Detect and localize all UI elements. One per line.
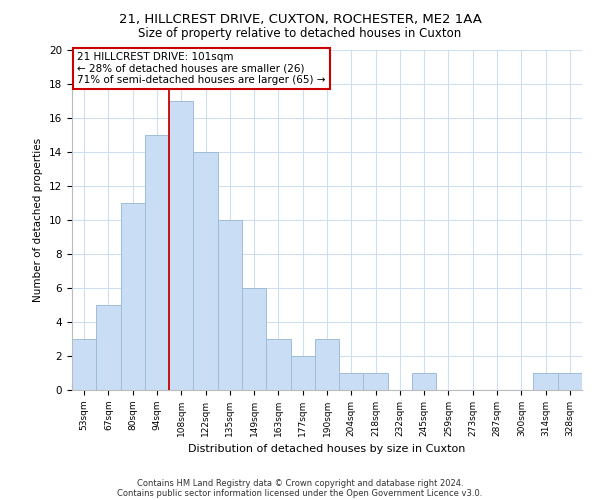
- Bar: [266, 339, 290, 390]
- Bar: [169, 101, 193, 390]
- Bar: [290, 356, 315, 390]
- Text: Contains HM Land Registry data © Crown copyright and database right 2024.: Contains HM Land Registry data © Crown c…: [137, 478, 463, 488]
- Bar: [121, 203, 145, 390]
- Bar: [72, 339, 96, 390]
- Bar: [558, 373, 582, 390]
- Y-axis label: Number of detached properties: Number of detached properties: [34, 138, 43, 302]
- Bar: [218, 220, 242, 390]
- Bar: [145, 135, 169, 390]
- Bar: [412, 373, 436, 390]
- X-axis label: Distribution of detached houses by size in Cuxton: Distribution of detached houses by size …: [188, 444, 466, 454]
- Bar: [533, 373, 558, 390]
- Bar: [193, 152, 218, 390]
- Text: 21, HILLCREST DRIVE, CUXTON, ROCHESTER, ME2 1AA: 21, HILLCREST DRIVE, CUXTON, ROCHESTER, …: [119, 12, 481, 26]
- Text: 21 HILLCREST DRIVE: 101sqm
← 28% of detached houses are smaller (26)
71% of semi: 21 HILLCREST DRIVE: 101sqm ← 28% of deta…: [77, 52, 326, 85]
- Text: Contains public sector information licensed under the Open Government Licence v3: Contains public sector information licen…: [118, 488, 482, 498]
- Bar: [242, 288, 266, 390]
- Bar: [339, 373, 364, 390]
- Bar: [96, 305, 121, 390]
- Bar: [315, 339, 339, 390]
- Bar: [364, 373, 388, 390]
- Text: Size of property relative to detached houses in Cuxton: Size of property relative to detached ho…: [139, 28, 461, 40]
